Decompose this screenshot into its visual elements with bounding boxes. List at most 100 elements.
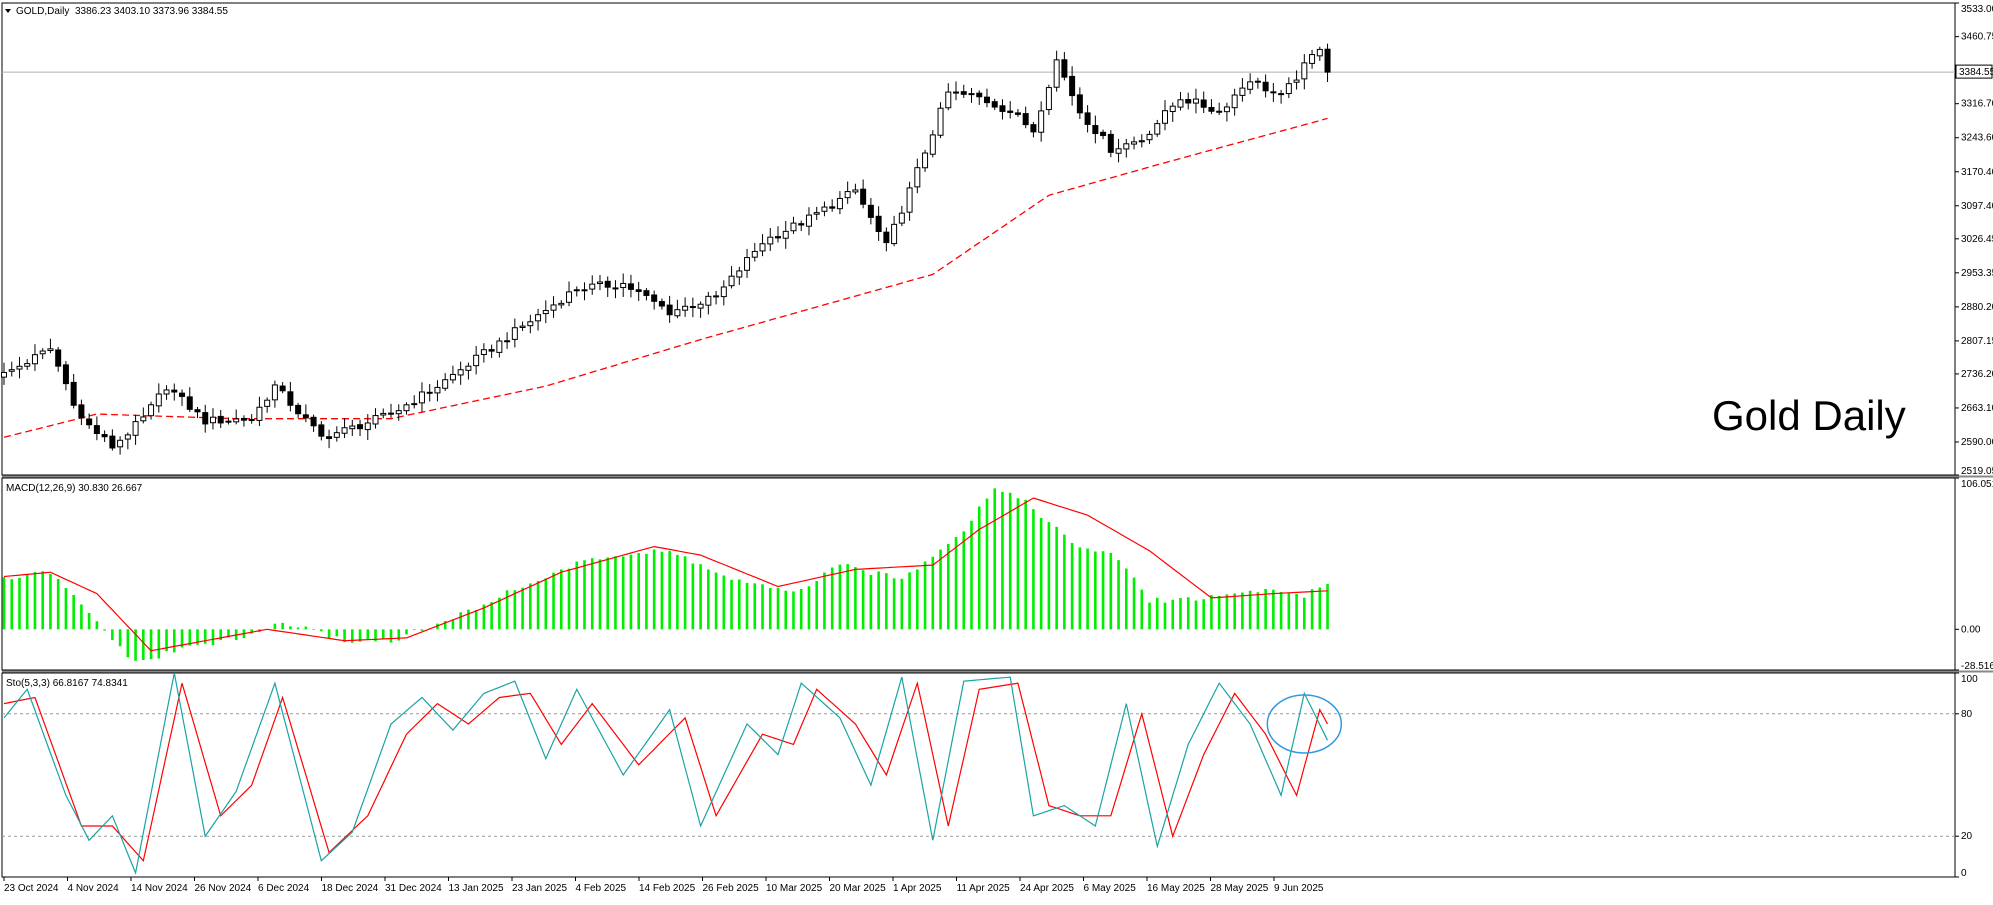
candle-body (40, 351, 45, 354)
candle-body (1170, 106, 1175, 111)
symbol-header: GOLD,Daily 3386.23 3403.10 3373.96 3384.… (5, 6, 228, 17)
candle-body (1155, 124, 1160, 134)
candle-body (497, 341, 502, 352)
candle-body (1139, 141, 1144, 142)
candle-body (1077, 95, 1082, 113)
candle-body (992, 102, 997, 107)
candle-body (1116, 149, 1121, 153)
candle-body (288, 392, 293, 405)
candle-body (296, 405, 301, 413)
symbol-title: GOLD,Daily (16, 6, 69, 17)
time-tick-label: 6 May 2025 (1084, 883, 1137, 894)
candle-body (79, 405, 84, 418)
candle-body (512, 328, 517, 340)
candle-body (837, 198, 842, 208)
candle-body (419, 392, 424, 403)
candle-body (1325, 49, 1330, 72)
candle-body (450, 374, 455, 379)
candle-body (853, 190, 858, 192)
candle-body (938, 108, 943, 135)
candle-body (737, 271, 742, 277)
candle-body (574, 290, 579, 291)
price-tick-label: 2736.20 (1961, 369, 1993, 380)
price-axis: 3533.003460.753316.703243.603170.403097.… (1955, 3, 1993, 477)
candle-body (536, 315, 541, 321)
time-tick-label: 31 Dec 2024 (385, 883, 442, 894)
candle-body (567, 292, 572, 302)
price-tick-label: 3316.70 (1961, 99, 1993, 110)
candle-body (683, 306, 688, 310)
candle-body (2, 372, 7, 377)
candle-body (149, 405, 154, 416)
candle-body (969, 94, 974, 95)
candle-body (319, 425, 324, 436)
candle-body (1054, 60, 1059, 87)
candle-body (481, 350, 486, 355)
stochastic-tick-label: 80 (1961, 709, 1973, 720)
macd-title: MACD(12,26,9) 30.830 26.667 (6, 483, 143, 494)
macd-tick-label: -28.516 (1961, 661, 1993, 672)
candle-body (961, 92, 966, 95)
candle-body (597, 282, 602, 284)
price-tick-label: 2880.20 (1961, 302, 1993, 313)
candle-body (265, 400, 270, 406)
candle-body (25, 364, 30, 367)
candle-body (342, 428, 347, 433)
price-tick-label: 3097.40 (1961, 201, 1993, 212)
candle-body (350, 426, 355, 429)
candle-body (365, 423, 370, 430)
time-tick-label: 23 Jan 2025 (512, 883, 567, 894)
candle-body (327, 437, 332, 439)
candle-body (164, 390, 169, 394)
candle-body (1039, 111, 1044, 132)
candle-body (760, 244, 765, 251)
candle-body (954, 92, 959, 93)
candle-body (814, 213, 819, 215)
candle-body (752, 251, 757, 257)
time-tick-label: 11 Apr 2025 (957, 883, 1011, 894)
candle-body (71, 382, 76, 405)
candle-body (1000, 106, 1005, 112)
candle-body (373, 416, 378, 424)
price-tick-label: 2953.35 (1961, 268, 1993, 279)
candle-body (698, 304, 703, 308)
candle-body (791, 223, 796, 231)
candle-body (1085, 113, 1090, 125)
candle-body (1255, 81, 1260, 82)
candle-body (218, 416, 223, 423)
candle-body (1217, 111, 1222, 112)
candle-body (87, 419, 92, 425)
candle-body (1132, 142, 1137, 144)
candle-body (474, 355, 479, 365)
stochastic-tick-label: 100 (1961, 674, 1978, 685)
candle-body (605, 281, 610, 287)
candle-body (435, 387, 440, 392)
price-tick-label: 2807.15 (1961, 336, 1993, 347)
candle-body (652, 295, 657, 301)
candle-body (311, 417, 316, 426)
candle-body (257, 407, 262, 420)
current-price-label: 3384.55 (1959, 67, 1993, 78)
candle-body (1248, 82, 1253, 89)
candle-body (930, 135, 935, 154)
time-tick-label: 9 Jun 2025 (1274, 883, 1324, 894)
candle-body (621, 283, 626, 287)
candle-body (1232, 95, 1237, 108)
candle-body (1209, 108, 1214, 112)
candle-body (528, 322, 533, 326)
candle-body (1263, 82, 1268, 91)
candle-body (899, 213, 904, 223)
candle-body (505, 341, 510, 342)
candle-body (721, 287, 726, 297)
time-tick-label: 6 Dec 2024 (258, 883, 310, 894)
candle-body (141, 417, 146, 421)
time-tick-label: 24 Apr 2025 (1020, 883, 1074, 894)
candle-body (172, 390, 177, 392)
candle-body (118, 440, 123, 447)
time-tick-label: 1 Apr 2025 (893, 883, 942, 894)
candle-body (280, 386, 285, 391)
candle-body (203, 413, 208, 424)
time-tick-label: 26 Nov 2024 (195, 883, 252, 894)
price-tick-label: 2663.10 (1961, 403, 1993, 414)
candle-body (659, 302, 664, 306)
